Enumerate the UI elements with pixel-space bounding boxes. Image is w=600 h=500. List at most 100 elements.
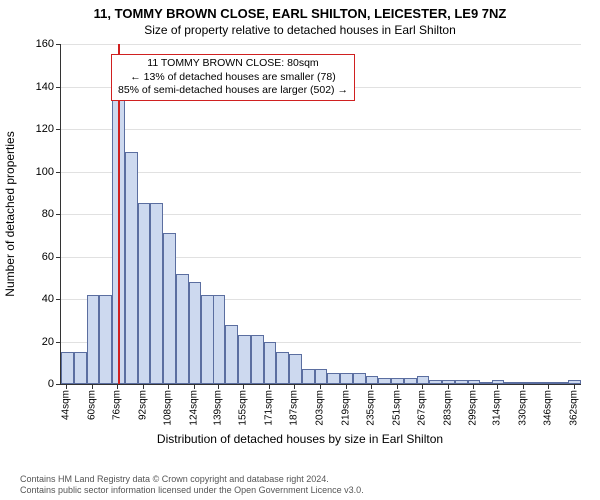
xtick-label: 346sqm bbox=[543, 390, 554, 426]
xtick-mark bbox=[497, 384, 498, 389]
xtick-label: 314sqm bbox=[492, 390, 503, 426]
histogram-bar bbox=[264, 342, 277, 385]
plot-region: 11 TOMMY BROWN CLOSE: 80sqm← 13% of deta… bbox=[60, 44, 581, 385]
xtick-label: 330sqm bbox=[517, 390, 528, 426]
histogram-bar bbox=[289, 354, 302, 384]
histogram-bar bbox=[530, 382, 543, 384]
xtick-label: 92sqm bbox=[137, 390, 148, 420]
histogram-bar bbox=[504, 382, 517, 384]
ytick-mark bbox=[56, 384, 61, 385]
xtick-mark bbox=[218, 384, 219, 389]
xtick-label: 299sqm bbox=[468, 390, 479, 426]
xtick-label: 155sqm bbox=[238, 390, 249, 426]
histogram-bar bbox=[479, 382, 492, 384]
ytick-mark bbox=[56, 129, 61, 130]
annotation-line1: 11 TOMMY BROWN CLOSE: 80sqm bbox=[118, 57, 348, 71]
annotation-line3: 85% of semi-detached houses are larger (… bbox=[118, 84, 348, 98]
histogram-bar bbox=[366, 376, 379, 385]
y-axis-label: Number of detached properties bbox=[3, 131, 17, 296]
histogram-bar bbox=[455, 380, 468, 384]
xtick-label: 203sqm bbox=[315, 390, 326, 426]
histogram-bar bbox=[492, 380, 505, 384]
histogram-bar bbox=[517, 382, 530, 384]
xtick-label: 187sqm bbox=[289, 390, 300, 426]
xtick-mark bbox=[243, 384, 244, 389]
xtick-label: 251sqm bbox=[391, 390, 402, 426]
xtick-label: 108sqm bbox=[163, 390, 174, 426]
gridline bbox=[61, 172, 581, 173]
histogram-bar bbox=[404, 378, 417, 384]
histogram-bar bbox=[327, 373, 340, 384]
histogram-bar bbox=[163, 233, 176, 384]
histogram-bar bbox=[125, 152, 138, 384]
ytick-label: 120 bbox=[24, 123, 54, 135]
ytick-label: 140 bbox=[24, 81, 54, 93]
xtick-mark bbox=[422, 384, 423, 389]
histogram-bar bbox=[213, 295, 226, 384]
xtick-mark bbox=[548, 384, 549, 389]
ytick-mark bbox=[56, 172, 61, 173]
xtick-mark bbox=[397, 384, 398, 389]
ytick-mark bbox=[56, 257, 61, 258]
xtick-mark bbox=[320, 384, 321, 389]
xtick-mark bbox=[168, 384, 169, 389]
xtick-label: 267sqm bbox=[417, 390, 428, 426]
histogram-bar bbox=[429, 380, 442, 384]
annotation-line2: ← 13% of detached houses are smaller (78… bbox=[118, 71, 348, 85]
xtick-mark bbox=[574, 384, 575, 389]
ytick-label: 80 bbox=[24, 208, 54, 220]
x-axis-label: Distribution of detached houses by size … bbox=[0, 432, 600, 446]
xtick-mark bbox=[294, 384, 295, 389]
histogram-bar bbox=[442, 380, 455, 384]
xtick-label: 219sqm bbox=[340, 390, 351, 426]
ytick-mark bbox=[56, 299, 61, 300]
ytick-label: 40 bbox=[24, 293, 54, 305]
histogram-bar bbox=[176, 274, 189, 385]
xtick-label: 76sqm bbox=[112, 390, 123, 420]
chart-title-line2: Size of property relative to detached ho… bbox=[0, 21, 600, 37]
histogram-bar bbox=[238, 335, 251, 384]
xtick-mark bbox=[269, 384, 270, 389]
ytick-mark bbox=[56, 342, 61, 343]
xtick-label: 124sqm bbox=[188, 390, 199, 426]
histogram-bar bbox=[353, 373, 366, 384]
xtick-label: 235sqm bbox=[366, 390, 377, 426]
histogram-bar bbox=[99, 295, 112, 384]
histogram-bar bbox=[378, 378, 391, 384]
xtick-mark bbox=[346, 384, 347, 389]
ytick-label: 100 bbox=[24, 166, 54, 178]
xtick-mark bbox=[371, 384, 372, 389]
chart-container: 11, TOMMY BROWN CLOSE, EARL SHILTON, LEI… bbox=[0, 0, 600, 500]
gridline bbox=[61, 44, 581, 45]
xtick-mark bbox=[143, 384, 144, 389]
footer-line2: Contains public sector information licen… bbox=[20, 485, 364, 496]
histogram-bar bbox=[251, 335, 264, 384]
xtick-mark bbox=[473, 384, 474, 389]
xtick-label: 139sqm bbox=[212, 390, 223, 426]
ytick-label: 20 bbox=[24, 336, 54, 348]
histogram-bar bbox=[302, 369, 315, 384]
footer-attribution: Contains HM Land Registry data © Crown c… bbox=[20, 474, 364, 496]
ytick-label: 60 bbox=[24, 251, 54, 263]
footer-line1: Contains HM Land Registry data © Crown c… bbox=[20, 474, 364, 485]
histogram-bar bbox=[568, 380, 581, 384]
xtick-mark bbox=[117, 384, 118, 389]
xtick-mark bbox=[92, 384, 93, 389]
ytick-mark bbox=[56, 87, 61, 88]
xtick-mark bbox=[448, 384, 449, 389]
histogram-bar bbox=[74, 352, 87, 384]
histogram-bar bbox=[138, 203, 151, 384]
xtick-mark bbox=[66, 384, 67, 389]
histogram-bar bbox=[276, 352, 289, 384]
chart-area: 11 TOMMY BROWN CLOSE: 80sqm← 13% of deta… bbox=[60, 44, 580, 424]
histogram-bar bbox=[225, 325, 238, 385]
xtick-mark bbox=[523, 384, 524, 389]
histogram-bar bbox=[315, 369, 328, 384]
histogram-bar bbox=[555, 382, 568, 384]
ytick-label: 160 bbox=[24, 38, 54, 50]
histogram-bar bbox=[417, 376, 430, 385]
xtick-label: 171sqm bbox=[263, 390, 274, 426]
xtick-mark bbox=[194, 384, 195, 389]
histogram-bar bbox=[87, 295, 100, 384]
xtick-label: 44sqm bbox=[61, 390, 72, 420]
